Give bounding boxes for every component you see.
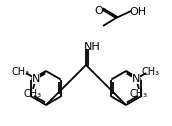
Text: N: N [132,74,140,84]
Text: CH₃: CH₃ [142,67,160,77]
Text: NH: NH [84,42,100,52]
Text: N: N [32,74,40,84]
Text: O: O [95,6,103,16]
Text: CH₃: CH₃ [12,67,30,77]
Text: OH: OH [130,7,147,17]
Text: CH₃: CH₃ [24,89,42,99]
Text: CH₃: CH₃ [130,89,148,99]
